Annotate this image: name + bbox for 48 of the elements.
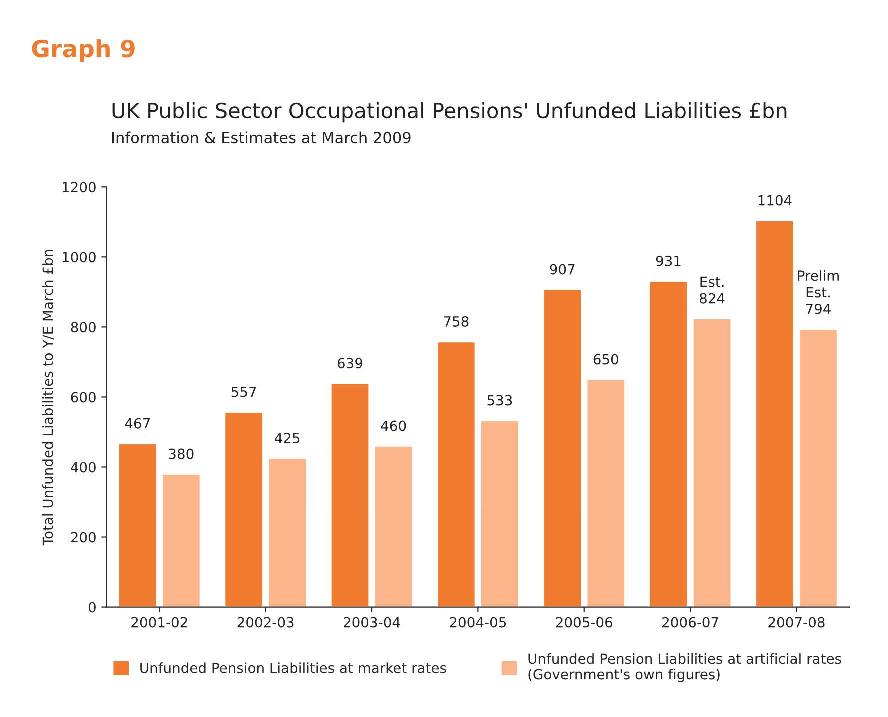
x-tick-label: 2005-06 bbox=[556, 617, 613, 628]
bar bbox=[224, 412, 264, 608]
legend-label: Unfunded Pension Liabilities at market rates bbox=[140, 662, 446, 674]
x-tick-label: 2004-05 bbox=[450, 617, 506, 628]
data-label: 650 bbox=[594, 354, 618, 365]
bar bbox=[798, 328, 838, 608]
bar bbox=[268, 458, 308, 608]
data-label: 425 bbox=[275, 433, 300, 444]
bar bbox=[162, 474, 202, 608]
data-label: 907 bbox=[550, 264, 575, 275]
y-tick-label: 800 bbox=[71, 322, 96, 333]
x-tick-label: 2003-04 bbox=[344, 617, 400, 628]
data-label: 1104 bbox=[758, 195, 792, 206]
bar bbox=[436, 341, 476, 608]
bar bbox=[542, 289, 582, 608]
data-label: 467 bbox=[125, 418, 150, 429]
bar bbox=[586, 379, 626, 608]
bar bbox=[648, 280, 689, 608]
y-tick-label: 200 bbox=[71, 532, 96, 543]
y-tick-label: 400 bbox=[71, 462, 96, 473]
y-tick-label: 0 bbox=[88, 602, 96, 613]
data-label: 533 bbox=[488, 395, 512, 406]
legend-label: Unfunded Pension Liabilities at artificial rates (Government's own figures) bbox=[528, 653, 842, 682]
x-tick-label: 2007-08 bbox=[768, 617, 825, 628]
data-label: 931 bbox=[656, 256, 681, 266]
bar bbox=[692, 318, 732, 608]
x-tick-label: 2006-07 bbox=[662, 617, 718, 628]
y-tick-label: 1200 bbox=[63, 182, 96, 193]
data-label: 557 bbox=[232, 387, 256, 398]
bar bbox=[374, 446, 414, 608]
data-label: 758 bbox=[444, 316, 469, 327]
y-axis-title: Total Unfunded Liabilities to Y/E March £bn bbox=[42, 250, 54, 546]
data-label: 380 bbox=[169, 448, 194, 460]
chart-title: UK Public Sector Occupational Pensions' Unfunded Liabilities £bn bbox=[112, 102, 787, 123]
y-tick-label: 1000 bbox=[63, 252, 96, 263]
x-tick-label: 2002-03 bbox=[238, 617, 294, 628]
data-label: Est. 824 bbox=[700, 276, 725, 304]
bar bbox=[755, 220, 795, 608]
bar bbox=[118, 443, 158, 608]
data-label: Prelim Est. 794 bbox=[798, 270, 839, 314]
x-tick-label: 2001-02 bbox=[132, 617, 188, 628]
bar bbox=[480, 420, 520, 608]
chart-subtitle: Information & Estimates at March 2009 bbox=[112, 132, 411, 144]
bar bbox=[330, 382, 370, 608]
caption: Graph 9 bbox=[32, 39, 135, 62]
y-tick-label: 600 bbox=[71, 392, 96, 403]
data-label: 460 bbox=[381, 420, 406, 432]
data-label: 639 bbox=[338, 358, 363, 369]
